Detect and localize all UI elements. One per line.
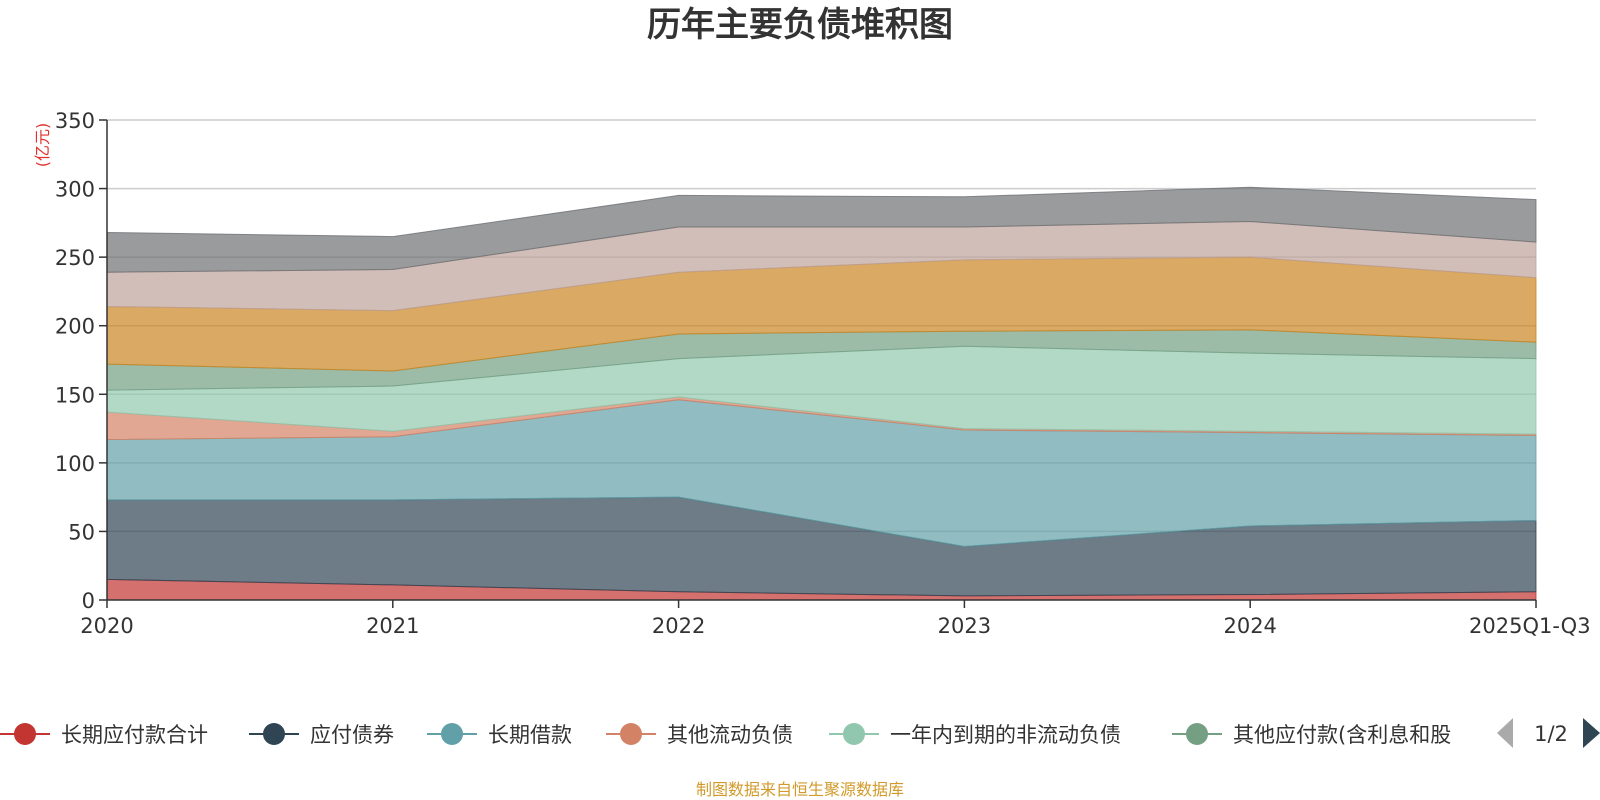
legend-label: 其他流动负债 bbox=[667, 723, 793, 747]
legend-pager: 1/2 bbox=[1497, 718, 1600, 748]
x-tick-label: 2023 bbox=[938, 614, 991, 638]
x-tick-label: 2020 bbox=[80, 614, 133, 638]
legend-label: 长期应付款合计 bbox=[61, 723, 208, 747]
legend-item[interactable]: 其他流动负债 bbox=[606, 723, 793, 747]
y-tick-label: 200 bbox=[55, 315, 95, 339]
chart-title: 历年主要负债堆积图 bbox=[647, 5, 953, 45]
legend-item[interactable]: 长期应付款合计 bbox=[0, 723, 208, 747]
x-tick-label: 2022 bbox=[652, 614, 705, 638]
legend-marker-icon bbox=[843, 723, 865, 745]
y-tick-label: 350 bbox=[55, 109, 95, 133]
legend-marker-icon bbox=[441, 723, 463, 745]
legend-label: 长期借款 bbox=[488, 723, 572, 747]
legend-marker-icon bbox=[14, 723, 36, 745]
legend-label: 一年内到期的非流动负债 bbox=[890, 723, 1121, 747]
legend-label: 应付债券 bbox=[310, 723, 394, 747]
legend-marker-icon bbox=[1186, 723, 1208, 745]
legend-item[interactable]: 其他应付款(含利息和股 bbox=[1172, 723, 1451, 747]
legend-next-page-icon[interactable] bbox=[1583, 718, 1600, 748]
axes: 0 50 100 150 200 250 300 350 2020 2021 2022 2023 202… bbox=[55, 109, 1591, 638]
legend-prev-page-icon[interactable] bbox=[1497, 718, 1513, 748]
x-tick-label: 2025Q1-Q3 bbox=[1469, 614, 1591, 638]
legend-page-indicator: 1/2 bbox=[1534, 722, 1568, 746]
legend-marker-icon bbox=[263, 723, 285, 745]
y-tick-label: 100 bbox=[55, 452, 95, 476]
legend[interactable]: 长期应付款合计 应付债券 长期借款 其他流动负债 一年内到期的非流动负债 其他应付款(含利… bbox=[0, 723, 1451, 747]
y-tick-label: 0 bbox=[82, 589, 95, 613]
x-tick-label: 2024 bbox=[1223, 614, 1276, 638]
legend-item[interactable]: 应付债券 bbox=[249, 723, 394, 747]
legend-label: 其他应付款(含利息和股 bbox=[1233, 723, 1451, 747]
x-tick-label: 2021 bbox=[366, 614, 419, 638]
area-series[interactable] bbox=[106, 186, 1537, 601]
y-tick-label: 250 bbox=[55, 246, 95, 270]
y-tick-label: 150 bbox=[55, 383, 95, 407]
legend-marker-icon bbox=[620, 723, 642, 745]
y-tick-label: 50 bbox=[68, 520, 95, 544]
area-series-9[interactable] bbox=[106, 186, 1537, 273]
y-axis-unit: (亿元) bbox=[33, 123, 52, 168]
legend-item[interactable]: 一年内到期的非流动负债 bbox=[829, 723, 1121, 747]
y-tick-label: 300 bbox=[55, 178, 95, 202]
legend-item[interactable]: 长期借款 bbox=[427, 723, 572, 747]
data-source-note: 制图数据来自恒生聚源数据库 bbox=[696, 780, 904, 799]
